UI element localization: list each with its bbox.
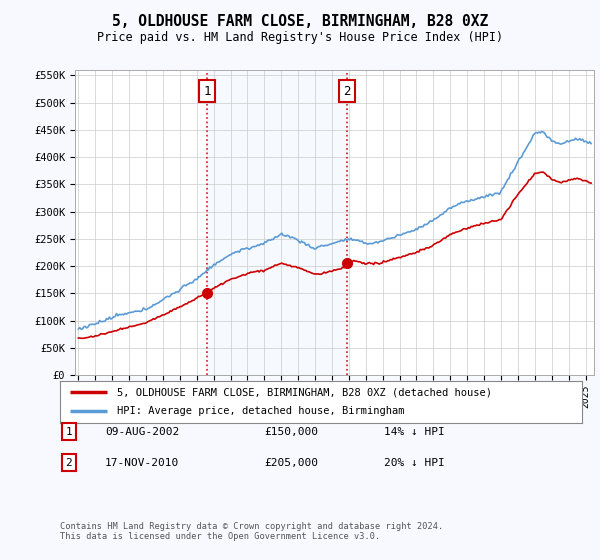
Text: 20% ↓ HPI: 20% ↓ HPI xyxy=(384,458,445,468)
Text: 1: 1 xyxy=(203,85,211,98)
Text: £150,000: £150,000 xyxy=(264,427,318,437)
Text: 2: 2 xyxy=(343,85,350,98)
Text: 5, OLDHOUSE FARM CLOSE, BIRMINGHAM, B28 0XZ: 5, OLDHOUSE FARM CLOSE, BIRMINGHAM, B28 … xyxy=(112,14,488,29)
Text: £205,000: £205,000 xyxy=(264,458,318,468)
Text: 5, OLDHOUSE FARM CLOSE, BIRMINGHAM, B28 0XZ (detached house): 5, OLDHOUSE FARM CLOSE, BIRMINGHAM, B28 … xyxy=(118,387,493,397)
Text: 09-AUG-2002: 09-AUG-2002 xyxy=(105,427,179,437)
Text: Price paid vs. HM Land Registry's House Price Index (HPI): Price paid vs. HM Land Registry's House … xyxy=(97,31,503,44)
Bar xyxy=(207,70,347,375)
Text: 17-NOV-2010: 17-NOV-2010 xyxy=(105,458,179,468)
Text: 14% ↓ HPI: 14% ↓ HPI xyxy=(384,427,445,437)
Text: Contains HM Land Registry data © Crown copyright and database right 2024.
This d: Contains HM Land Registry data © Crown c… xyxy=(60,522,443,542)
Text: 2: 2 xyxy=(65,458,73,468)
Text: HPI: Average price, detached house, Birmingham: HPI: Average price, detached house, Birm… xyxy=(118,407,405,417)
Text: 1: 1 xyxy=(65,427,73,437)
